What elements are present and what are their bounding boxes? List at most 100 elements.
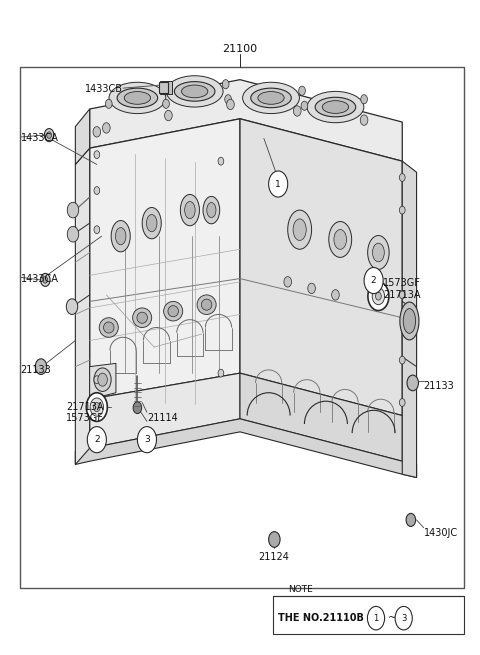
Ellipse shape	[207, 202, 216, 217]
Ellipse shape	[322, 101, 348, 113]
FancyBboxPatch shape	[274, 596, 464, 634]
Circle shape	[165, 110, 172, 121]
Text: 3: 3	[144, 435, 150, 444]
Ellipse shape	[307, 92, 364, 122]
Polygon shape	[402, 301, 417, 367]
Ellipse shape	[258, 92, 284, 104]
Circle shape	[133, 402, 142, 413]
Circle shape	[375, 292, 381, 300]
Ellipse shape	[174, 82, 215, 101]
Text: 21100: 21100	[222, 44, 258, 54]
Text: 2: 2	[371, 276, 376, 285]
Ellipse shape	[201, 299, 212, 310]
Ellipse shape	[368, 236, 389, 269]
Text: 1573GF: 1573GF	[66, 413, 104, 422]
Ellipse shape	[109, 83, 166, 113]
Ellipse shape	[146, 215, 157, 232]
Circle shape	[44, 128, 54, 141]
Circle shape	[86, 393, 108, 421]
FancyBboxPatch shape	[21, 67, 464, 588]
Text: 1433CA: 1433CA	[21, 134, 59, 143]
Text: 1573GF: 1573GF	[383, 278, 421, 288]
Circle shape	[67, 227, 79, 242]
Circle shape	[406, 514, 416, 527]
Ellipse shape	[185, 202, 195, 219]
Ellipse shape	[99, 318, 118, 337]
Polygon shape	[90, 373, 240, 448]
Circle shape	[399, 356, 405, 364]
Polygon shape	[240, 373, 402, 461]
Circle shape	[399, 174, 405, 181]
Text: 1430JC: 1430JC	[424, 528, 458, 538]
Text: 21133: 21133	[424, 381, 455, 391]
Circle shape	[94, 187, 100, 195]
Circle shape	[40, 273, 50, 286]
Circle shape	[47, 132, 51, 138]
Circle shape	[361, 95, 367, 103]
Ellipse shape	[197, 295, 216, 314]
FancyBboxPatch shape	[159, 82, 168, 94]
Circle shape	[160, 85, 167, 94]
Circle shape	[299, 86, 305, 96]
Circle shape	[399, 206, 405, 214]
FancyBboxPatch shape	[160, 81, 172, 94]
Circle shape	[360, 115, 368, 125]
Circle shape	[399, 399, 405, 406]
Circle shape	[103, 122, 110, 133]
Text: 21124: 21124	[258, 552, 289, 562]
Circle shape	[218, 369, 224, 377]
Ellipse shape	[293, 219, 306, 240]
Ellipse shape	[334, 230, 347, 250]
Text: 21713A: 21713A	[383, 290, 420, 300]
Ellipse shape	[315, 97, 356, 117]
Circle shape	[87, 426, 107, 453]
Circle shape	[94, 376, 100, 384]
Circle shape	[301, 101, 308, 110]
Ellipse shape	[168, 306, 179, 317]
Circle shape	[308, 283, 315, 293]
Circle shape	[269, 171, 288, 197]
Circle shape	[106, 99, 112, 108]
Circle shape	[225, 95, 231, 103]
Circle shape	[293, 105, 301, 116]
Ellipse shape	[251, 88, 291, 107]
Circle shape	[367, 607, 384, 630]
Polygon shape	[90, 364, 116, 400]
Ellipse shape	[403, 309, 416, 333]
Polygon shape	[402, 161, 417, 477]
Text: THE NO.21110B :: THE NO.21110B :	[278, 613, 372, 623]
Polygon shape	[75, 419, 417, 477]
Ellipse shape	[242, 83, 300, 113]
Circle shape	[66, 299, 78, 314]
Circle shape	[94, 368, 111, 392]
Ellipse shape	[181, 85, 208, 98]
Circle shape	[218, 157, 224, 165]
Circle shape	[98, 373, 108, 386]
Ellipse shape	[180, 195, 199, 226]
Text: NOTE: NOTE	[288, 585, 312, 593]
Text: 1: 1	[373, 614, 379, 623]
Ellipse shape	[137, 312, 147, 324]
Circle shape	[35, 359, 47, 375]
Polygon shape	[75, 109, 90, 164]
Ellipse shape	[164, 301, 183, 321]
Circle shape	[163, 99, 169, 108]
Ellipse shape	[124, 92, 151, 104]
Circle shape	[93, 126, 101, 137]
Circle shape	[222, 80, 229, 89]
Text: ~: ~	[387, 613, 396, 623]
Ellipse shape	[288, 210, 312, 250]
Circle shape	[137, 426, 156, 453]
Circle shape	[368, 282, 389, 310]
Circle shape	[94, 226, 100, 234]
Circle shape	[43, 276, 48, 283]
Polygon shape	[90, 119, 240, 400]
Ellipse shape	[132, 308, 152, 328]
Ellipse shape	[142, 208, 161, 239]
Circle shape	[67, 202, 79, 218]
Circle shape	[407, 375, 419, 391]
Circle shape	[332, 290, 339, 300]
Ellipse shape	[116, 227, 126, 245]
Ellipse shape	[203, 196, 220, 224]
Text: 21133: 21133	[21, 365, 51, 375]
